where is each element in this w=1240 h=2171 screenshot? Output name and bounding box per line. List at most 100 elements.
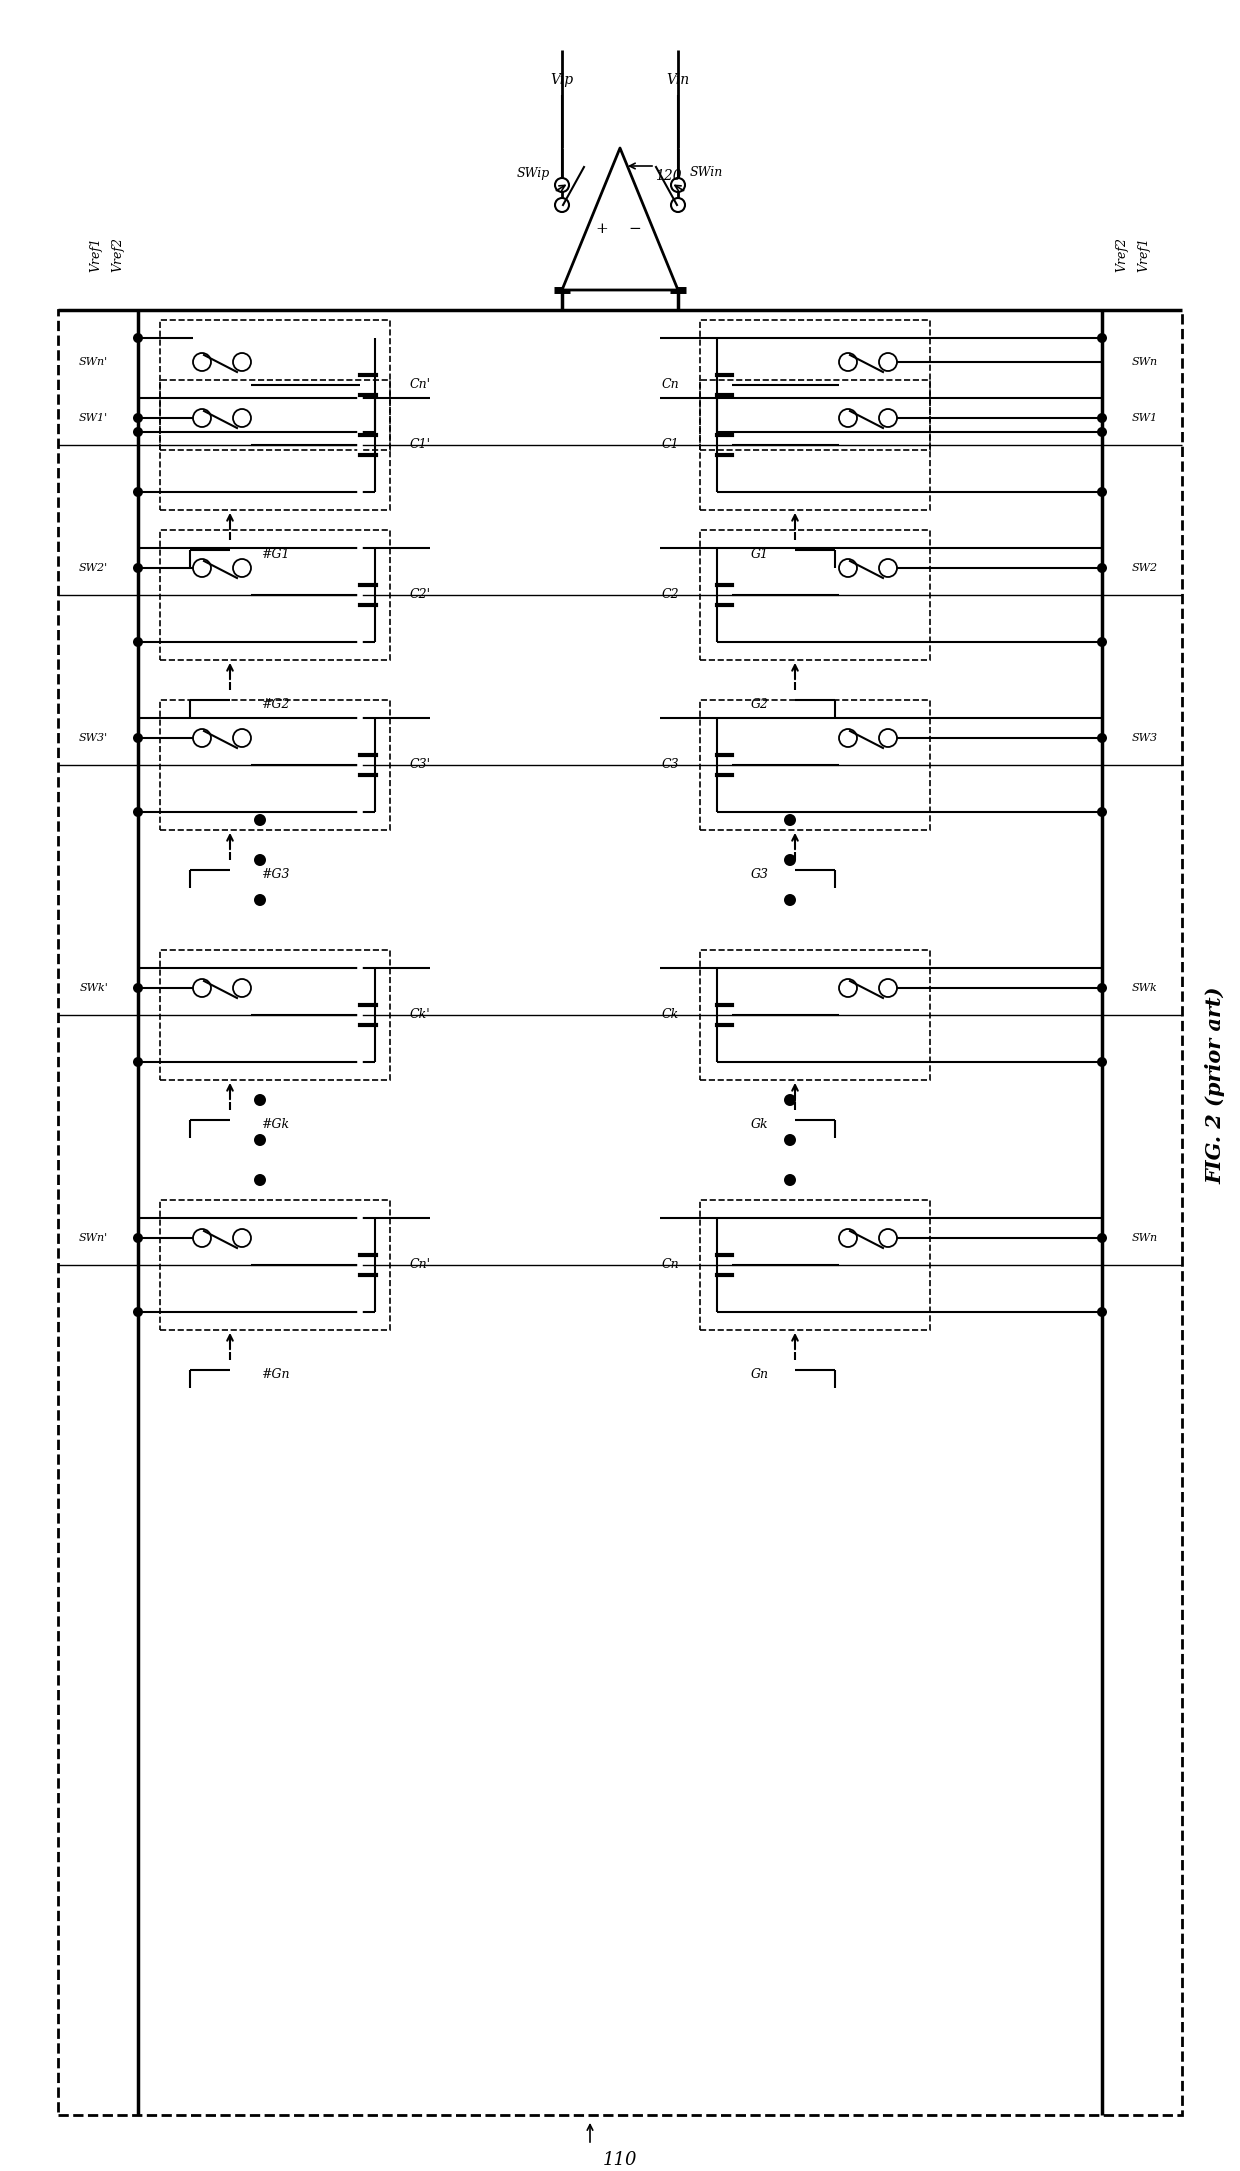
Text: #G2: #G2 — [260, 699, 289, 712]
Circle shape — [193, 558, 211, 577]
Circle shape — [839, 354, 857, 371]
Text: +: + — [595, 221, 609, 237]
Circle shape — [671, 178, 684, 191]
Circle shape — [1097, 1307, 1107, 1318]
Bar — [701, 699, 930, 829]
Text: G3: G3 — [751, 868, 769, 881]
Text: Gn: Gn — [751, 1368, 769, 1381]
Text: SW1: SW1 — [1132, 412, 1158, 423]
Circle shape — [233, 1229, 250, 1246]
Text: G2: G2 — [751, 699, 769, 712]
Bar — [701, 380, 930, 510]
Circle shape — [254, 1175, 267, 1185]
Circle shape — [839, 408, 857, 428]
Circle shape — [133, 1307, 143, 1318]
Circle shape — [193, 979, 211, 996]
Text: C1: C1 — [661, 439, 678, 452]
Bar — [701, 530, 930, 660]
Text: FIG. 2 (prior art): FIG. 2 (prior art) — [1205, 986, 1225, 1183]
Circle shape — [193, 354, 211, 371]
Circle shape — [1097, 1233, 1107, 1244]
Circle shape — [133, 1233, 143, 1244]
Text: #G1: #G1 — [260, 549, 289, 562]
Circle shape — [254, 894, 267, 905]
Text: Ck: Ck — [661, 1010, 678, 1023]
Circle shape — [233, 729, 250, 747]
Text: SWip: SWip — [517, 167, 551, 180]
Circle shape — [784, 853, 796, 866]
Text: Vref2: Vref2 — [1116, 237, 1128, 274]
Circle shape — [133, 734, 143, 742]
Bar — [160, 319, 391, 449]
Bar — [701, 951, 930, 1079]
Circle shape — [839, 729, 857, 747]
Circle shape — [556, 178, 569, 191]
Circle shape — [879, 408, 897, 428]
Circle shape — [233, 354, 250, 371]
Circle shape — [133, 486, 143, 497]
Bar — [160, 380, 391, 510]
Circle shape — [879, 1229, 897, 1246]
Circle shape — [784, 894, 796, 905]
Text: Vref1: Vref1 — [1137, 237, 1151, 274]
Bar — [160, 1201, 391, 1331]
Text: SW3: SW3 — [1132, 734, 1158, 742]
Text: C3': C3' — [409, 758, 430, 771]
Text: SWn: SWn — [1132, 1233, 1158, 1244]
Bar — [701, 319, 930, 449]
Text: SWn: SWn — [1132, 356, 1158, 367]
Text: #G3: #G3 — [260, 868, 289, 881]
Circle shape — [1097, 332, 1107, 343]
Text: G1: G1 — [751, 549, 769, 562]
Text: C2: C2 — [661, 588, 678, 601]
Circle shape — [133, 1057, 143, 1066]
Text: Cn': Cn' — [409, 378, 430, 391]
Text: Cn: Cn — [661, 378, 678, 391]
Circle shape — [254, 814, 267, 825]
Circle shape — [784, 1094, 796, 1105]
Bar — [58, 310, 1182, 2115]
Circle shape — [1097, 486, 1107, 497]
Text: Vip: Vip — [551, 74, 574, 87]
Text: SWk: SWk — [1132, 983, 1158, 992]
Text: Vref2: Vref2 — [112, 237, 124, 274]
Text: SW2: SW2 — [1132, 562, 1158, 573]
Circle shape — [1097, 412, 1107, 423]
Circle shape — [233, 979, 250, 996]
Text: SWn': SWn' — [79, 1233, 108, 1244]
Bar — [160, 530, 391, 660]
Circle shape — [1097, 636, 1107, 647]
Circle shape — [254, 853, 267, 866]
Circle shape — [133, 428, 143, 436]
Circle shape — [133, 332, 143, 343]
Text: SWin: SWin — [689, 167, 723, 180]
Text: −: − — [629, 221, 641, 237]
Text: SW2': SW2' — [79, 562, 108, 573]
Text: Vref1: Vref1 — [89, 237, 103, 274]
Bar — [160, 951, 391, 1079]
Circle shape — [133, 562, 143, 573]
Text: #Gk: #Gk — [260, 1118, 289, 1131]
Text: 120: 120 — [655, 169, 681, 182]
Circle shape — [839, 1229, 857, 1246]
Circle shape — [193, 729, 211, 747]
Circle shape — [133, 808, 143, 816]
Text: SWn': SWn' — [79, 356, 108, 367]
Circle shape — [784, 1133, 796, 1146]
Circle shape — [254, 1094, 267, 1105]
Circle shape — [133, 983, 143, 992]
Circle shape — [879, 729, 897, 747]
Circle shape — [233, 558, 250, 577]
Circle shape — [784, 814, 796, 825]
Text: Cn': Cn' — [409, 1259, 430, 1272]
Circle shape — [1097, 428, 1107, 436]
Circle shape — [671, 198, 684, 213]
Circle shape — [193, 1229, 211, 1246]
Polygon shape — [562, 148, 678, 291]
Text: C2': C2' — [409, 588, 430, 601]
Text: SWk': SWk' — [79, 983, 108, 992]
Text: Vin: Vin — [666, 74, 689, 87]
Circle shape — [193, 408, 211, 428]
Circle shape — [233, 408, 250, 428]
Circle shape — [133, 636, 143, 647]
